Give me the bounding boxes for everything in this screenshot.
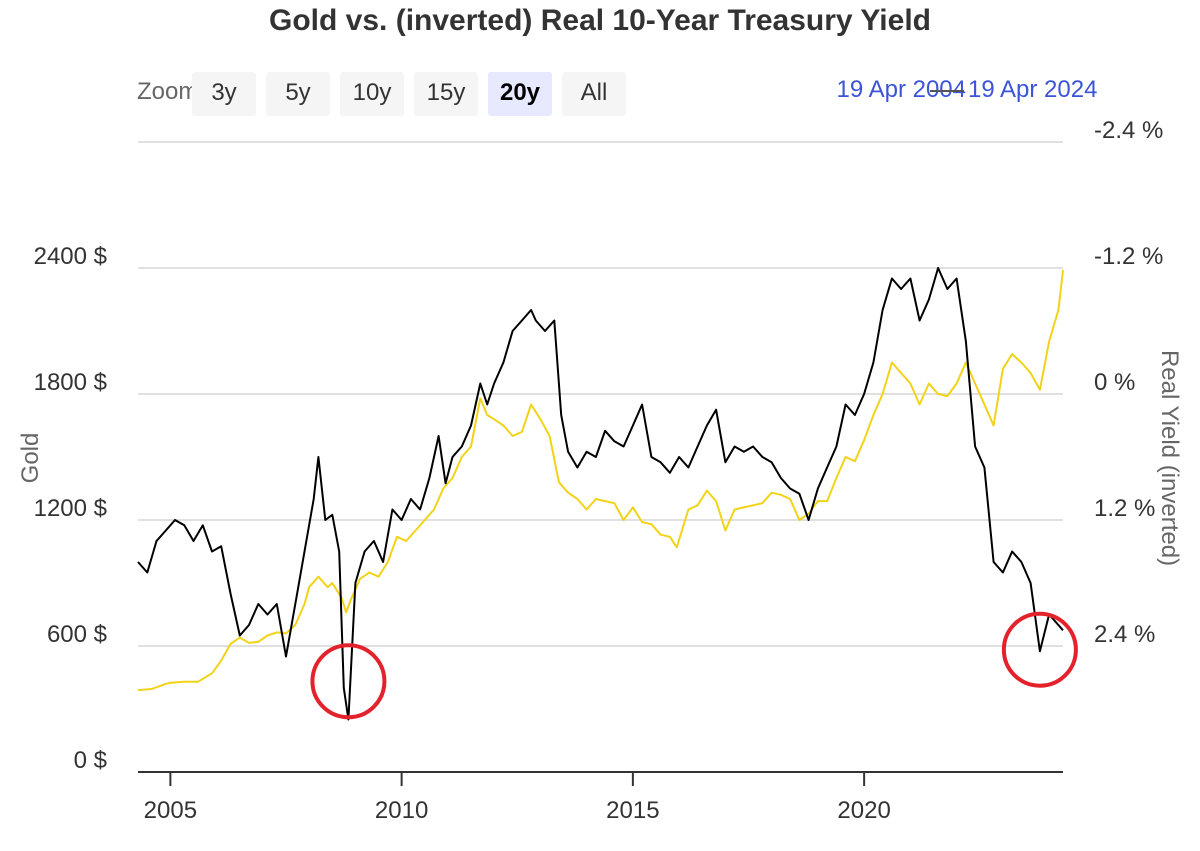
x-tick-label: 2010	[375, 797, 428, 824]
range-to-date[interactable]: 19 Apr 2024	[968, 76, 1098, 103]
zoom-button-10y[interactable]: 10y	[340, 72, 404, 116]
x-tick-label: 2020	[837, 797, 890, 824]
zoom-label: Zoom	[137, 78, 193, 105]
zoom-button-3y[interactable]: 3y	[192, 72, 256, 116]
series-line	[137, 269, 1064, 692]
annotation-layer	[310, 611, 1078, 720]
right-tick-label: -1.2 %	[1094, 243, 1163, 270]
right-tick-label: 0 %	[1094, 369, 1135, 396]
right-tick-label: 1.2 %	[1094, 495, 1155, 522]
zoom-button-20y[interactable]: 20y	[488, 72, 552, 116]
right-tick-label: -2.4 %	[1094, 117, 1163, 144]
left-tick-label: 1200 $	[34, 495, 107, 522]
series-line	[137, 267, 1064, 721]
zoom-button-5y[interactable]: 5y	[266, 72, 330, 116]
x-axis-ticks: 2005 2010 2015 2020	[144, 797, 891, 824]
right-axis-title: Real Yield (inverted)	[1156, 350, 1183, 566]
left-tick-label: 2400 $	[34, 243, 107, 270]
zoom-button-all[interactable]: All	[562, 72, 626, 116]
chart-title: Gold vs. (inverted) Real 10-Year Treasur…	[269, 4, 931, 37]
left-tick-label: 1800 $	[34, 369, 107, 396]
left-tick-label: 600 $	[47, 621, 107, 648]
right-tick-label: 2.4 %	[1094, 621, 1155, 648]
range-from-date[interactable]: 19 Apr 2004	[836, 76, 966, 103]
left-axis-ticks: 2400 $ 1800 $ 1200 $ 600 $ 0 $	[34, 243, 107, 774]
grid-lines	[138, 141, 1063, 786]
range-separator	[930, 90, 964, 92]
x-tick-label: 2015	[606, 797, 659, 824]
series-layer	[137, 267, 1064, 721]
zoom-button-15y[interactable]: 15y	[414, 72, 478, 116]
right-axis-ticks: -2.4 % -1.2 % 0 % 1.2 % 2.4 %	[1094, 117, 1163, 648]
x-tick-label: 2005	[144, 797, 197, 824]
highlight-circle	[1001, 611, 1078, 688]
highlight-circle	[310, 643, 387, 720]
left-tick-label: 0 $	[74, 747, 107, 774]
left-axis-title: Gold	[17, 433, 44, 484]
